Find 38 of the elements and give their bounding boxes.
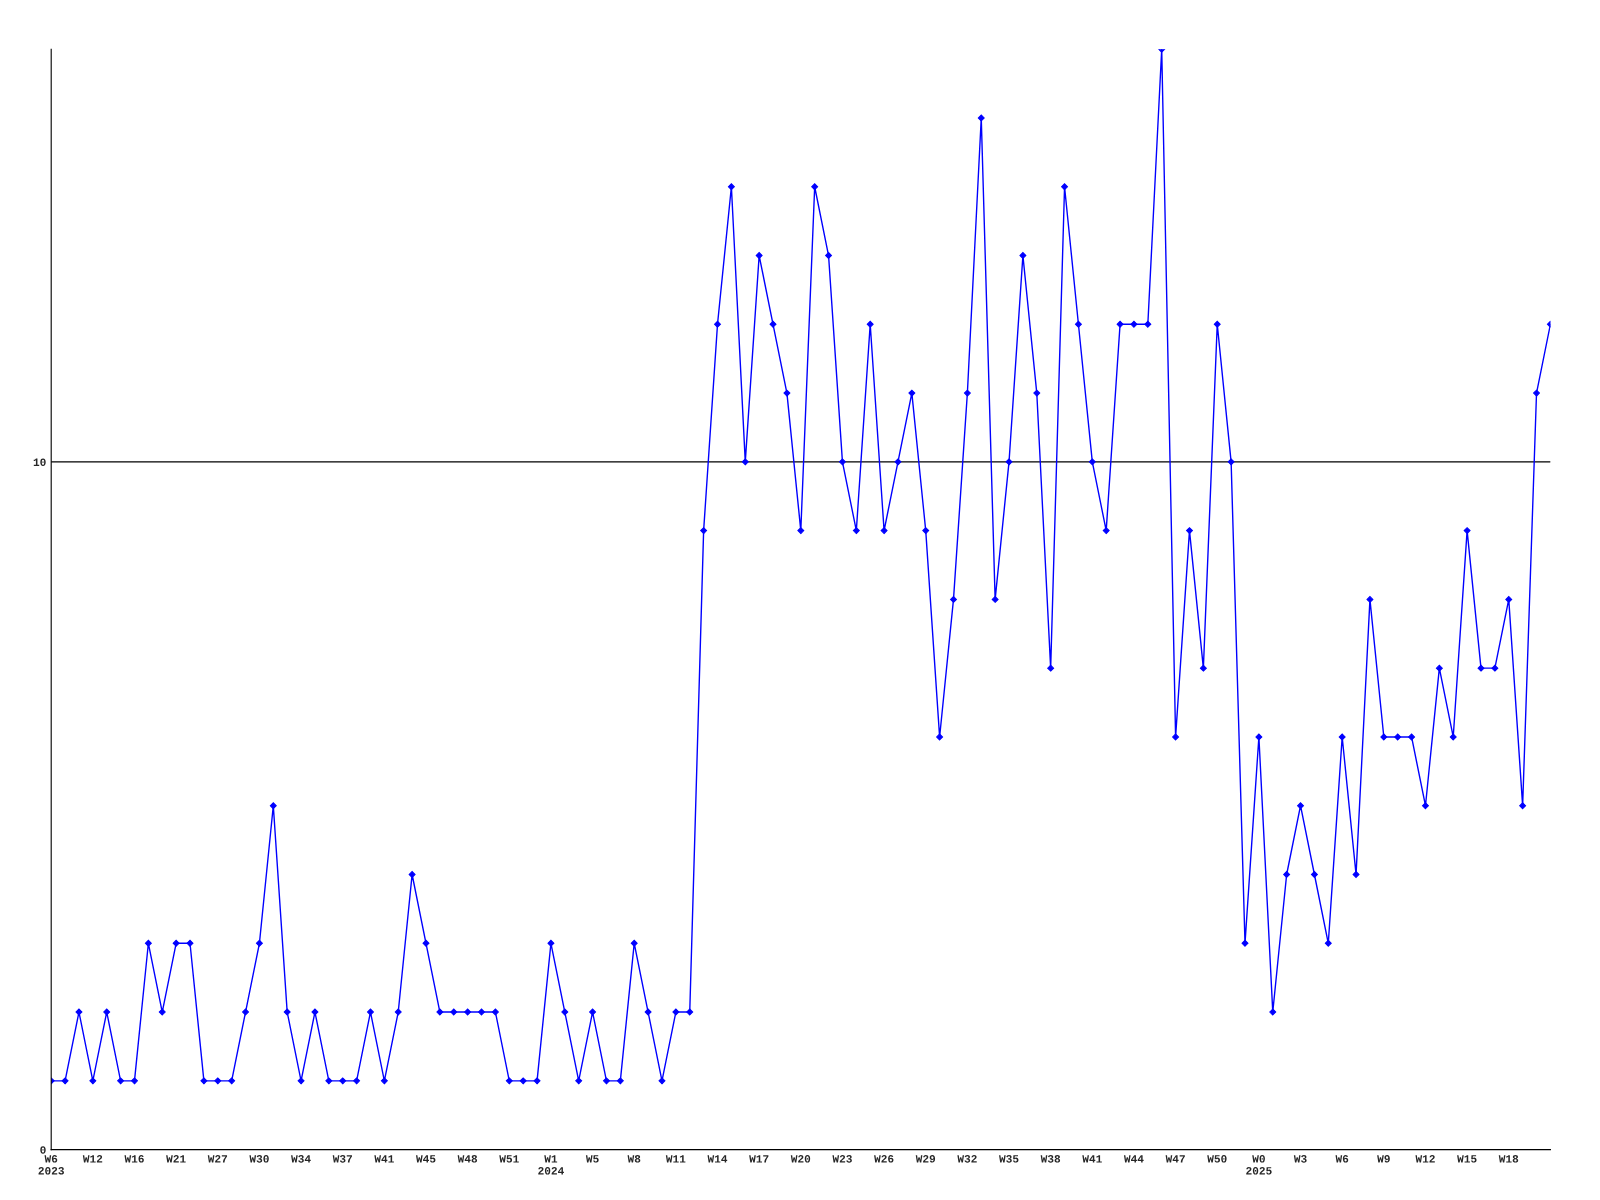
x-tick-label: W48	[457, 1155, 478, 1163]
x-tick-label: W44	[1123, 1155, 1144, 1163]
x-tick-label: W47	[1165, 1155, 1185, 1163]
x-tick-label: W8	[627, 1155, 641, 1163]
y-tick-label: 0	[40, 1146, 46, 1154]
x-tick-label: W12	[1415, 1155, 1435, 1163]
x-tick-label: W30	[249, 1155, 269, 1163]
x-tick-label: W15	[1457, 1155, 1477, 1163]
x-tick-label: W1 2024	[538, 1155, 564, 1175]
x-tick-label: W38	[1040, 1155, 1061, 1163]
x-tick-label: W0 2025	[1246, 1155, 1272, 1175]
x-tick-label: W21	[166, 1155, 186, 1163]
x-tick-label: W3	[1293, 1155, 1307, 1163]
x-tick-label: W45	[416, 1155, 436, 1163]
x-tick-label: W41	[374, 1155, 394, 1163]
x-tick-label: W6	[1335, 1155, 1349, 1163]
x-tick-label: W20	[790, 1155, 811, 1163]
x-tick-label: W17	[749, 1155, 769, 1163]
x-tick-label: W35	[999, 1155, 1019, 1163]
x-tick-label: W41	[1082, 1155, 1102, 1163]
x-tick-label: W5	[585, 1155, 599, 1163]
x-tick-label: W14	[707, 1155, 728, 1163]
x-tick-label: W23	[832, 1155, 852, 1163]
x-tick-label: W29	[915, 1155, 936, 1163]
x-tick-label: W32	[957, 1155, 977, 1163]
y-tick-label: 10	[33, 458, 46, 466]
x-tick-label: W16	[124, 1155, 144, 1163]
x-tick-label: W34	[291, 1155, 311, 1163]
x-tick-label: W51	[499, 1155, 519, 1163]
x-tick-label: W26	[874, 1155, 894, 1163]
x-tick-label: W12	[82, 1155, 103, 1163]
x-tick-label: W9	[1377, 1155, 1390, 1163]
x-tick-label: W11	[665, 1155, 686, 1163]
x-tick-label: W6 2023	[38, 1155, 64, 1175]
x-tick-label: W18	[1498, 1155, 1519, 1163]
x-tick-label: W37	[332, 1155, 352, 1163]
x-tick-label: W50	[1207, 1155, 1227, 1163]
x-tick-label: W27	[207, 1155, 228, 1163]
